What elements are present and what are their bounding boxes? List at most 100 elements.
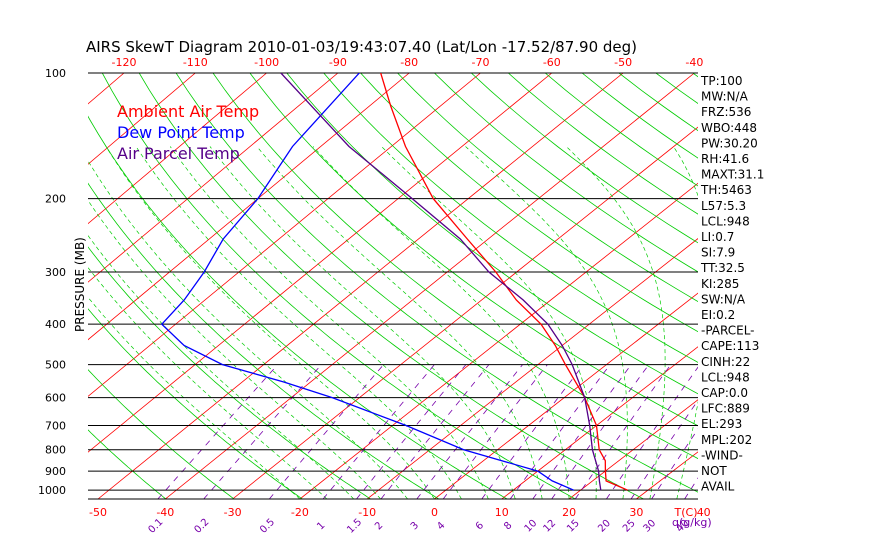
index-item: SI:7.9 [701,246,735,260]
moist-adiabat-line [312,146,570,499]
dry-adiabat-line [471,73,698,244]
index-item: PW:30.20 [701,136,758,150]
mixing-ratio-tick-label: 10 [523,518,540,535]
sounding-profiles [160,73,628,491]
mixing-ratio-tick-label: 1 [315,520,327,532]
mixing-ratio-tick-label: 0.5 [258,517,277,536]
top-temp-tick-label: -80 [400,56,418,69]
mixing-ratio-tick-label: 20 [596,518,613,535]
bottom-temp-tick-label: -10 [358,506,376,519]
legend-item: Ambient Air Temp [117,102,259,121]
legend: Ambient Air Temp Dew Point Temp Air Parcel… [117,102,259,163]
pressure-tick-label: 100 [45,67,66,80]
index-item: TP:100 [700,74,743,88]
index-item: EL:293 [701,417,742,431]
pressure-tick-label: 400 [45,318,66,331]
isotherm-line [434,292,698,499]
isotherm-line [0,73,53,499]
top-temp-tick-label: -40 [685,56,703,69]
index-item: CAP:0.0 [701,386,748,400]
pressure-tick-label: 200 [45,193,66,206]
isotherm-line [838,73,870,499]
mixing-ratio-line [442,364,548,499]
index-item: MW:N/A [701,90,749,104]
index-item: FRZ:536 [701,105,751,119]
pressure-tick-label: 600 [45,392,66,405]
index-item: LCL:948 [701,214,750,228]
mixing-ratio-line [416,364,523,499]
dry-adiabat-line [767,73,870,499]
isotherm-line [88,73,553,453]
mixing-ratio-line [157,364,279,499]
top-temp-tick-label: -90 [329,56,347,69]
index-item: SW:N/A [701,292,746,306]
pressure-tick-label: 900 [45,465,66,478]
series-line-dew-point-temp [160,73,575,491]
mixing-ratio-unit-label: q(g/kg) [672,516,712,529]
mixing-ratio-tick-label: 30 [641,518,658,535]
mixing-ratio-tick-label: 8 [502,520,514,532]
index-item: CAPE:113 [701,339,759,353]
mixing-ratio-tick-label: 1.5 [345,517,364,536]
bottom-temp-tick-label: -50 [89,506,107,519]
dry-adiabat-line [840,73,870,499]
isotherm-line [88,73,410,341]
dry-adiabat-line [323,73,698,363]
index-item: TT:32.5 [700,261,745,275]
dry-adiabat-line [101,73,576,499]
mixing-ratio-tick-label: 15 [565,518,582,535]
bottom-temp-tick-label: 0 [431,506,438,519]
moist-adiabat-line [169,146,489,499]
index-item: LFC:889 [701,402,750,416]
moist-adiabat-line [88,160,408,499]
isotherm-line [232,126,698,499]
dry-adiabat-line [175,73,698,493]
isotherm-line [88,73,267,225]
isotherm-line [299,182,698,499]
bottom-temp-tick-label: 30 [629,506,643,519]
mixing-ratio-line [532,364,632,499]
pressure-tick-label: 500 [45,359,66,372]
dry-adiabat-line [212,73,698,460]
mixing-ratio-tick-label: 25 [621,518,638,535]
bottom-temp-tick-label: 10 [495,506,509,519]
legend-item: Dew Point Temp [117,123,245,142]
mixing-ratio-tick-label: 2 [373,520,385,532]
dry-adiabat-line [88,246,371,499]
dry-adiabat-line [360,73,698,333]
mixing-ratio-tick-label: 12 [542,518,559,535]
pressure-tick-label: 300 [45,266,66,279]
mixing-ratio-tick-label: 0.2 [192,517,211,536]
isotherm-line [88,73,125,105]
dry-adiabat-line [249,73,698,427]
isotherm-line [88,73,196,165]
dry-adiabat-line [508,73,698,215]
index-item: AVAIL [701,480,735,494]
isotherm-line [88,73,481,397]
chart-title: AIRS SkewT Diagram 2010-01-03/19:43:07.4… [86,38,637,56]
isotherm-line [771,73,870,499]
bottom-temp-tick-label: -30 [224,506,242,519]
isotherm-line [366,238,698,499]
dry-adiabat-line [804,73,870,499]
moist-adiabat-line [105,146,435,499]
moist-adiabat-line [256,146,543,499]
bottom-temp-tick-label: 40 [697,506,711,519]
bottom-temp-tick-label: -20 [291,506,309,519]
index-item: -PARCEL- [701,324,755,338]
index-item: -WIND- [701,448,743,462]
dry-adiabat-line [88,182,440,499]
dry-adiabat-line [655,73,698,104]
isotherm-line [501,346,698,499]
index-item: KI:285 [701,277,739,291]
isotherm-line [568,399,698,499]
legend-item: Air Parcel Temp [117,144,240,163]
dry-adiabat-line [88,369,235,499]
bottom-unit-label: T(C) [674,506,698,519]
top-temp-tick-label: -50 [614,56,632,69]
dry-adiabat-line [397,73,698,303]
index-item: EI:0.2 [701,308,735,322]
isotherm-line [165,73,695,499]
